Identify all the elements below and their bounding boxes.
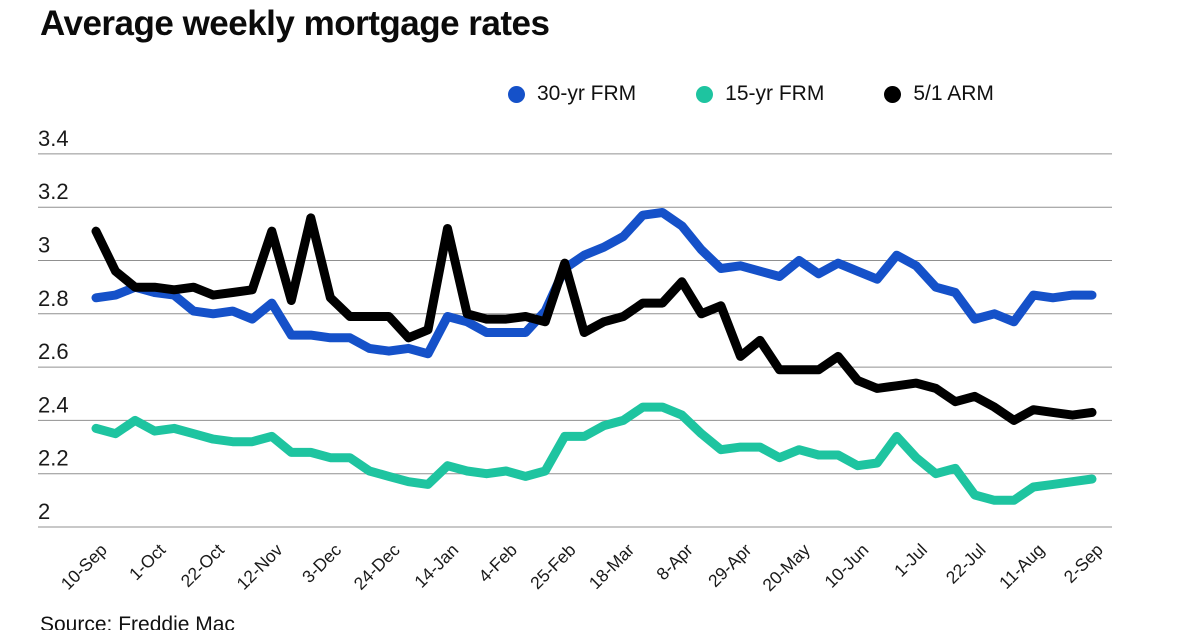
legend-item-5-1-arm: 5/1 ARM bbox=[884, 82, 994, 106]
legend-dot-30yr-frm-icon bbox=[508, 85, 525, 103]
x-axis-tick-label: 18-Mar bbox=[585, 540, 638, 593]
x-axis-tick-label: 14-Jan bbox=[410, 540, 462, 592]
x-axis-tick-label: 2-Sep bbox=[1060, 540, 1107, 587]
x-axis-tick-label: 22-Jul bbox=[942, 540, 990, 588]
x-axis-tick-label: 20-May bbox=[758, 540, 814, 596]
y-axis-tick-label: 3.4 bbox=[38, 126, 69, 151]
legend-item-15yr-frm: 15-yr FRM bbox=[696, 82, 824, 106]
x-axis-tick-label: 4-Feb bbox=[474, 540, 520, 586]
x-axis-tick-label: 29-Apr bbox=[704, 540, 755, 591]
legend-label-15yr-frm: 15-yr FRM bbox=[725, 82, 825, 105]
x-axis-tick-label: 25-Feb bbox=[526, 540, 579, 593]
x-axis-tick-label: 1-Oct bbox=[125, 540, 169, 584]
chart-title: Average weekly mortgage rates bbox=[40, 4, 550, 43]
x-axis-tick-label: 12-Nov bbox=[233, 540, 287, 594]
legend-label-30yr-frm: 30-yr FRM bbox=[537, 82, 637, 105]
y-axis-tick-label: 2.8 bbox=[38, 286, 69, 311]
x-axis-tick-label: 10-Jun bbox=[820, 540, 872, 592]
chart-legend: 30-yr FRM 15-yr FRM 5/1 ARM bbox=[508, 82, 994, 106]
y-axis-tick-label: 2.4 bbox=[38, 392, 69, 417]
legend-item-30yr-frm: 30-yr FRM bbox=[508, 82, 636, 106]
series-line-30-yr-frm bbox=[91, 208, 1097, 359]
series-line-15-yr-frm bbox=[91, 402, 1097, 505]
legend-label-5-1-arm: 5/1 ARM bbox=[913, 82, 994, 105]
x-axis-tick-label: 8-Apr bbox=[652, 540, 697, 585]
source-attribution: Source: Freddie Mac bbox=[40, 613, 235, 630]
y-axis-tick-label: 2.6 bbox=[38, 339, 69, 364]
x-axis-tick-label: 3-Dec bbox=[298, 540, 345, 587]
y-axis-tick-label: 2.2 bbox=[38, 446, 69, 471]
x-axis-tick-label: 24-Dec bbox=[350, 540, 404, 594]
x-axis-tick-label: 1-Jul bbox=[890, 540, 931, 581]
x-axis-tick-label: 10-Sep bbox=[57, 540, 111, 594]
y-axis-tick-label: 3 bbox=[38, 233, 50, 258]
y-axis-tick-label: 3.2 bbox=[38, 179, 69, 204]
y-axis-tick-label: 2 bbox=[38, 499, 50, 524]
legend-dot-15yr-frm-icon bbox=[696, 85, 714, 103]
x-axis-tick-label: 11-Aug bbox=[995, 540, 1048, 593]
x-axis-tick-label: 22-Oct bbox=[177, 540, 228, 591]
legend-dot-5-1-arm-icon bbox=[884, 85, 902, 103]
series-line-5-1-arm bbox=[91, 213, 1097, 425]
